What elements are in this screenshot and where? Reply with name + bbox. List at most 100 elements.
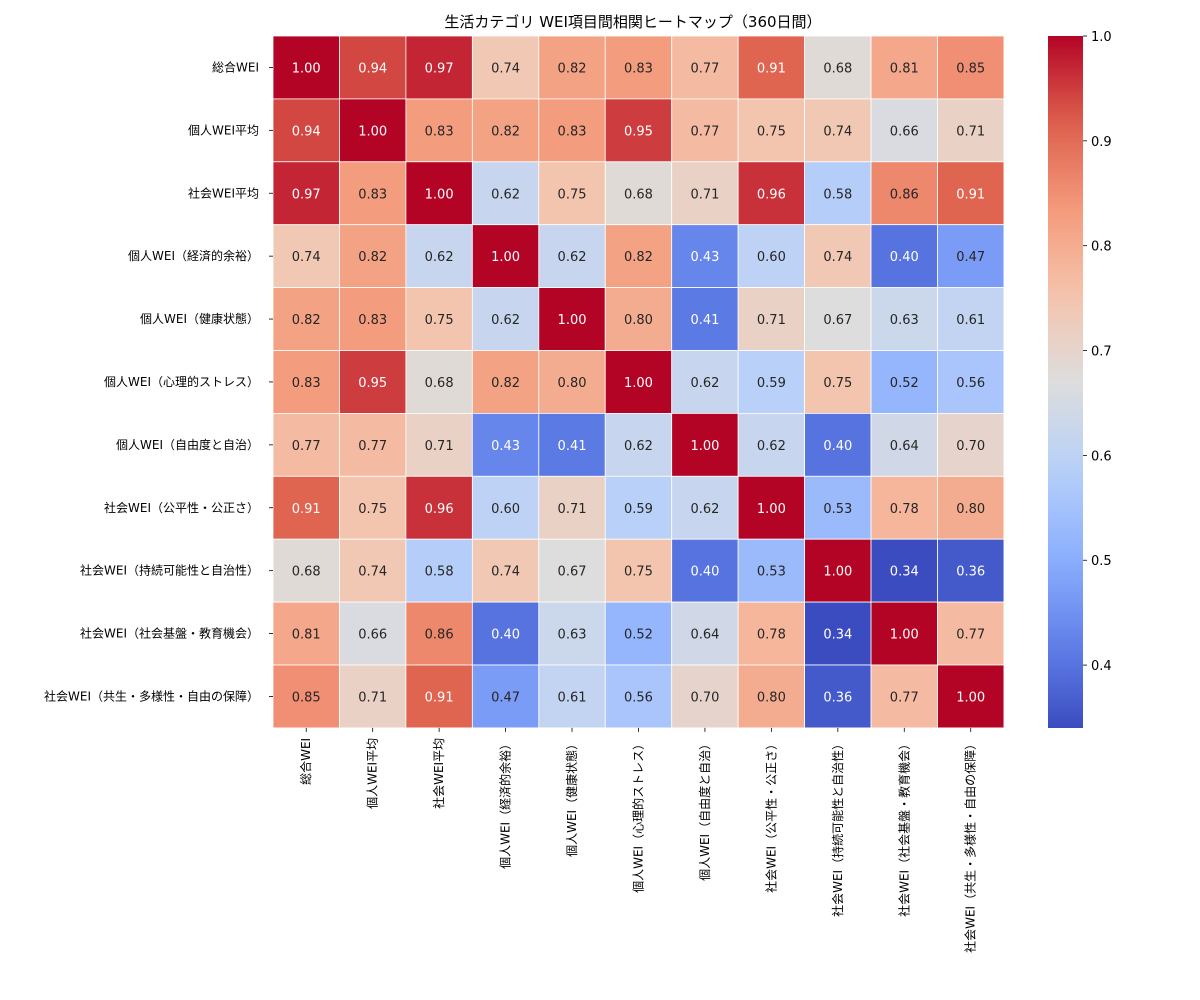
cell-value-label-5-5: 1.00 <box>624 376 653 391</box>
heatmap-cell-8-0 <box>272 538 340 603</box>
heatmap-cell-7-4 <box>538 475 606 540</box>
x-tick-label-3: 個人WEI（経済的余裕） <box>498 738 513 869</box>
y-tick-label-3: 個人WEI（経済的余裕） <box>128 248 259 263</box>
cell-value-label-2-8: 0.58 <box>823 187 852 202</box>
cell-value-label-10-7: 0.80 <box>757 690 786 705</box>
heatmap-cell-9-4 <box>538 601 606 666</box>
heatmap-cell-6-1 <box>339 412 407 477</box>
cell-value-label-4-3: 0.62 <box>491 313 520 328</box>
cell-value-label-10-10: 1.00 <box>956 690 985 705</box>
heatmap-cell-6-8 <box>804 412 872 477</box>
heatmap-cell-8-7 <box>737 538 806 603</box>
cell-value-label-6-8: 0.40 <box>823 439 852 454</box>
colorbar-tick-label-1: 0.5 <box>1091 554 1112 569</box>
cell-value-label-9-6: 0.64 <box>690 628 719 643</box>
heatmap-cell-7-1 <box>339 475 407 540</box>
heatmap-cells: 1.00 0.94 0.97 0.74 0.82 0.83 0.77 0.91 0.68 0.81… <box>272 35 1005 729</box>
cell-value-label-8-0: 0.68 <box>292 565 321 580</box>
heatmap-cell-3-8 <box>804 224 872 288</box>
colorbar-tick-label-0: 0.4 <box>1091 659 1112 674</box>
cell-value-label-4-8: 0.67 <box>823 313 852 328</box>
cell-value-label-0-2: 0.97 <box>425 61 454 76</box>
heatmap-cell-3-3 <box>471 224 540 288</box>
heatmap-cell-2-5 <box>604 161 673 226</box>
heatmap-cell-6-9 <box>870 412 938 477</box>
cell-value-label-4-4: 1.00 <box>558 313 587 328</box>
heatmap-cell-7-3 <box>471 475 540 540</box>
heatmap-cell-9-3 <box>471 601 540 666</box>
x-tick-labels: 総合WEI 個人WEI平均 社会WEI平均 個人WEI（経済的余裕） 個人WEI（健康状… <box>298 727 978 953</box>
cell-value-label-3-6: 0.43 <box>690 250 719 265</box>
cell-value-label-9-0: 0.81 <box>292 628 321 643</box>
heatmap-cell-1-7 <box>737 98 806 163</box>
cell-value-label-7-3: 0.60 <box>491 502 520 517</box>
cell-value-label-7-5: 0.59 <box>624 502 653 517</box>
cell-value-label-1-0: 0.94 <box>292 124 321 139</box>
heatmap-cell-0-3 <box>471 35 540 100</box>
x-tick-label-2: 社会WEI平均 <box>431 738 446 809</box>
cell-value-label-1-5: 0.95 <box>624 124 653 139</box>
cell-value-label-10-3: 0.47 <box>491 690 520 705</box>
cell-value-label-7-8: 0.53 <box>823 502 852 517</box>
cell-value-label-3-9: 0.40 <box>890 250 919 265</box>
cell-value-label-9-3: 0.40 <box>491 628 520 643</box>
heatmap-cell-4-3 <box>471 287 540 351</box>
cell-value-label-9-7: 0.78 <box>757 628 786 643</box>
y-tick-label-7: 社会WEI（公平性・公正さ） <box>104 500 259 515</box>
x-tick-label-7: 社会WEI（公平性・公正さ） <box>763 738 778 893</box>
cell-value-label-0-0: 1.00 <box>292 61 321 76</box>
y-tick-label-8: 社会WEI（持続可能性と自治性） <box>80 563 259 578</box>
heatmap-cell-8-3 <box>471 538 540 603</box>
cell-value-label-10-9: 0.77 <box>890 690 919 705</box>
y-tick-label-0: 総合WEI <box>212 59 259 74</box>
y-tick-label-2: 社会WEI平均 <box>188 185 259 200</box>
cell-value-label-1-8: 0.74 <box>823 124 852 139</box>
cell-value-label-1-2: 0.83 <box>425 124 454 139</box>
cell-value-label-1-9: 0.66 <box>890 124 919 139</box>
cell-value-label-1-10: 0.71 <box>956 124 985 139</box>
x-tick-label-6: 個人WEI（自由度と自治） <box>697 738 712 881</box>
y-tick-label-9: 社会WEI（社会基盤・教育機会） <box>80 626 259 641</box>
cell-value-label-4-0: 0.82 <box>292 313 321 328</box>
cell-value-label-8-5: 0.75 <box>624 565 653 580</box>
heatmap-cell-5-5 <box>604 350 673 414</box>
cell-value-label-6-5: 0.62 <box>624 439 653 454</box>
heatmap-cell-10-4 <box>538 664 606 729</box>
cell-value-label-10-2: 0.91 <box>425 690 454 705</box>
cell-value-label-4-10: 0.61 <box>956 313 985 328</box>
cell-value-label-2-10: 0.91 <box>956 187 985 202</box>
heatmap-cell-10-7 <box>737 664 806 729</box>
x-tick-label-5: 個人WEI（心理的ストレス） <box>630 738 645 893</box>
colorbar-tick-label-3: 0.7 <box>1091 345 1112 360</box>
cell-value-label-1-4: 0.83 <box>558 124 587 139</box>
colorbar-tick-label-6: 1.0 <box>1091 30 1112 45</box>
heatmap-cell-3-4 <box>538 224 606 288</box>
heatmap-cell-8-10 <box>937 538 1005 603</box>
cell-value-label-3-5: 0.82 <box>624 250 653 265</box>
heatmap-cell-3-10 <box>937 224 1005 288</box>
heatmap-cell-0-9 <box>870 35 938 100</box>
cell-value-label-2-3: 0.62 <box>491 187 520 202</box>
cell-value-label-4-2: 0.75 <box>425 313 454 328</box>
heatmap-cell-1-6 <box>671 98 739 163</box>
heatmap-cell-9-2 <box>405 601 473 666</box>
heatmap-cell-10-9 <box>870 664 938 729</box>
cell-value-label-5-8: 0.75 <box>823 376 852 391</box>
x-tick-label-0: 総合WEI <box>298 738 313 785</box>
x-tick-label-4: 個人WEI（健康状態） <box>564 738 579 857</box>
heatmap-cell-10-8 <box>804 664 872 729</box>
cell-value-label-0-3: 0.74 <box>491 61 520 76</box>
heatmap-cell-1-2 <box>405 98 473 163</box>
chart-title: 生活カテゴリ WEI項目間相関ヒートマップ（360日間） <box>444 13 821 31</box>
y-tick-label-6: 個人WEI（自由度と自治） <box>116 437 259 452</box>
cell-value-label-2-4: 0.75 <box>558 187 587 202</box>
y-tick-label-5: 個人WEI（心理的ストレス） <box>104 374 259 389</box>
cell-value-label-3-8: 0.74 <box>823 250 852 265</box>
heatmap-cell-6-6 <box>671 412 739 477</box>
cell-value-label-7-7: 1.00 <box>757 502 786 517</box>
heatmap-cell-4-5 <box>604 287 673 351</box>
cell-value-label-3-3: 1.00 <box>491 250 520 265</box>
cell-value-label-8-4: 0.67 <box>558 565 587 580</box>
cell-value-label-6-10: 0.70 <box>956 439 985 454</box>
heatmap-cell-1-10 <box>937 98 1005 163</box>
